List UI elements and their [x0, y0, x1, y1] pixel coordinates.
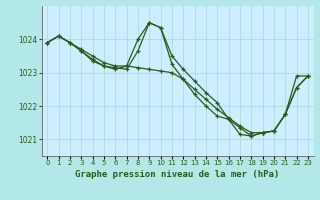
X-axis label: Graphe pression niveau de la mer (hPa): Graphe pression niveau de la mer (hPa): [76, 170, 280, 179]
